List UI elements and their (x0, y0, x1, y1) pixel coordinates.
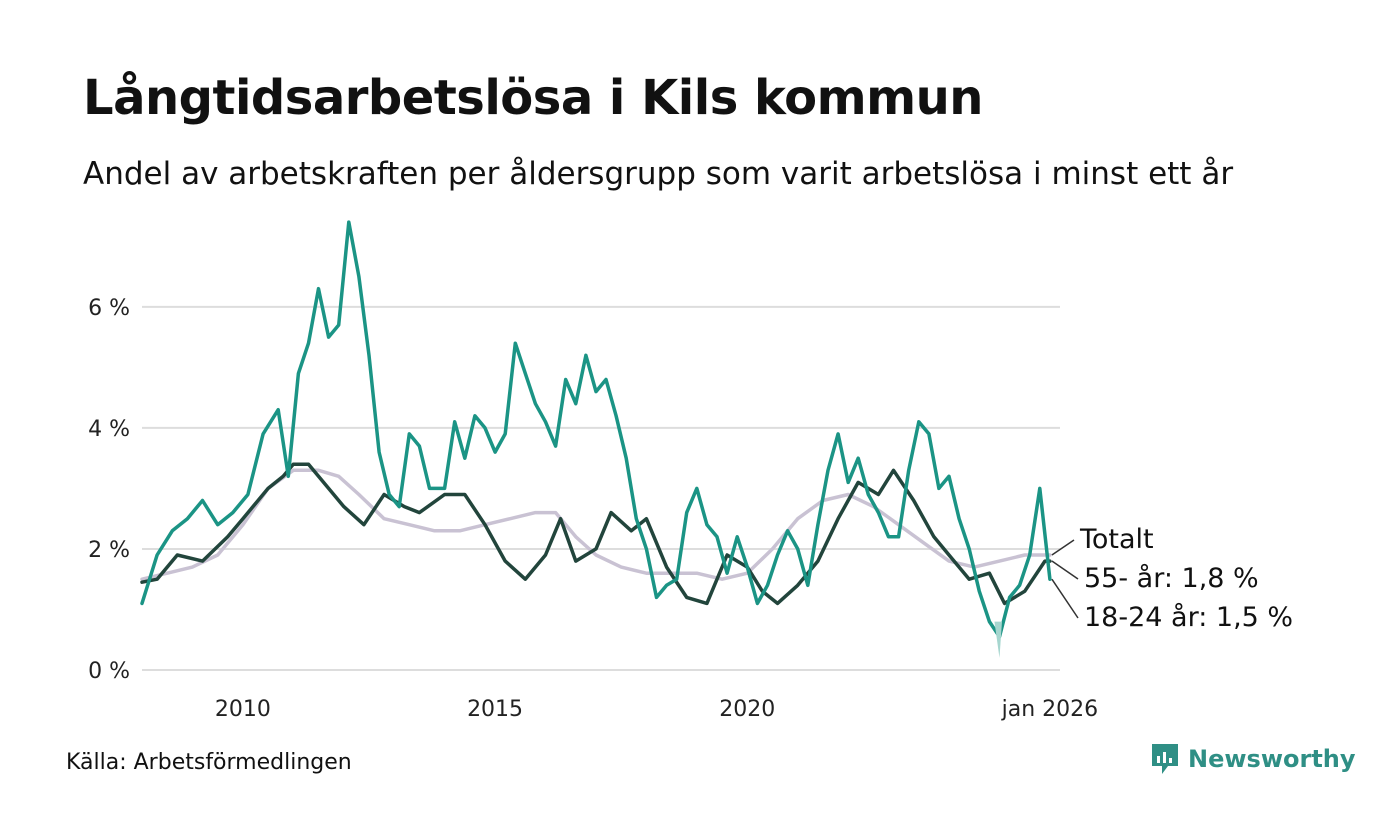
y-tick-label: 4 % (88, 417, 130, 442)
series-band (994, 621, 1002, 658)
x-axis-ticks: 2010 2015 2020 jan 2026 (215, 697, 1098, 722)
x-tick-label: 2020 (719, 697, 775, 722)
series-line-1 (140, 462, 1052, 606)
x-tick-label: jan 2026 (1001, 697, 1099, 722)
x-tick-label: 2010 (215, 697, 271, 722)
y-axis-ticks: 0 % 2 % 4 % 6 % (88, 296, 130, 684)
leader-line (1051, 539, 1075, 556)
source-note: Källa: Arbetsförmedlingen (66, 750, 352, 775)
leader-line (1051, 578, 1079, 619)
end-labels: Totalt 55- år: 1,8 % 18-24 år: 1,5 % (1051, 524, 1293, 633)
page-title: Långtidsarbetslösa i Kils kommun (83, 70, 983, 126)
page-subtitle: Andel av arbetskraften per åldersgrupp s… (83, 156, 1234, 192)
y-tick-label: 2 % (88, 538, 130, 563)
grid-lines (142, 305, 1060, 671)
end-label: 55- år: 1,8 % (1084, 563, 1259, 594)
series-line-2 (140, 220, 1052, 639)
series-lines (140, 220, 1052, 658)
x-tick-label: 2015 (467, 697, 523, 722)
y-tick-label: 0 % (88, 659, 130, 684)
brand-name: Newsworthy (1188, 745, 1356, 773)
end-label: 18-24 år: 1,5 % (1084, 602, 1293, 633)
y-tick-label: 6 % (88, 296, 130, 321)
end-label: Totalt (1079, 524, 1154, 555)
brand-logo: Newsworthy (1150, 742, 1356, 776)
leader-line (1051, 560, 1079, 580)
newsworthy-icon (1152, 744, 1178, 774)
series-line-0 (140, 468, 1052, 581)
